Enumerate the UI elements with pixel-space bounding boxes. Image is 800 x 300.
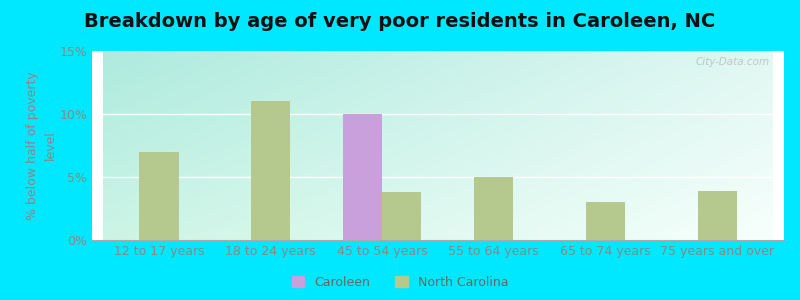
Legend: Caroleen, North Carolina: Caroleen, North Carolina [287, 271, 513, 294]
Bar [382, 192, 422, 240]
Bar [586, 202, 625, 240]
Text: Breakdown by age of very poor residents in Caroleen, NC: Breakdown by age of very poor residents … [84, 12, 716, 31]
Bar [474, 177, 514, 240]
Y-axis label: % below half of poverty
level: % below half of poverty level [26, 71, 57, 220]
Bar [139, 152, 178, 240]
Bar [251, 101, 290, 240]
Bar [343, 114, 382, 240]
Text: City-Data.com: City-Data.com [696, 57, 770, 67]
Bar [698, 191, 737, 240]
